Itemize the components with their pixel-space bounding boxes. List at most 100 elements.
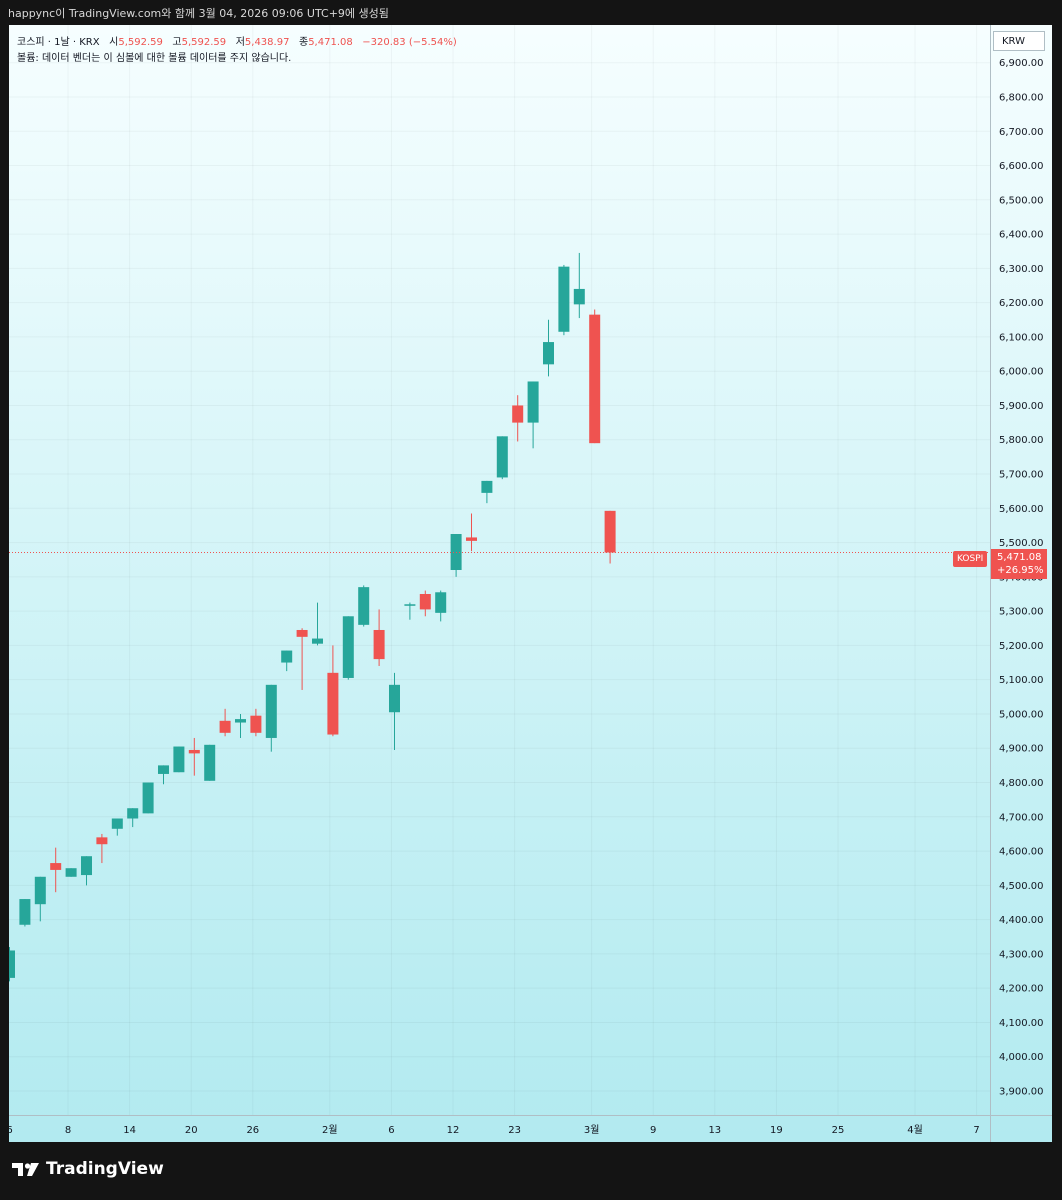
y-tick-label: 6,800.00	[999, 92, 1044, 103]
candle-body	[558, 266, 570, 332]
candle-body	[50, 863, 62, 870]
x-tick-label: 6	[388, 1125, 394, 1136]
change-value: −320.83 (−5.54%)	[362, 37, 457, 48]
y-tick-label: 6,700.00	[999, 127, 1044, 138]
candle-body	[96, 837, 108, 845]
candle-body	[265, 684, 277, 738]
y-tick-label: 4,600.00	[999, 847, 1044, 858]
y-tick-label: 4,300.00	[999, 949, 1044, 960]
x-tick-label: 26	[246, 1125, 259, 1136]
time-axis[interactable]: 26 8 14 20 26 2월 6 12 23 3월 9 13 19 25 4월 7	[9, 1124, 980, 1136]
chart-frame[interactable]: 6,900.00 6,800.00 6,700.00 6,600.00 6,500.00…	[9, 25, 1052, 1142]
top-bar: happync이 TradingView.com와 함께 3월 04, 2026…	[0, 0, 1062, 24]
candle-body	[296, 629, 308, 637]
y-tick-label: 4,100.00	[999, 1018, 1044, 1029]
y-tick-label: 6,600.00	[999, 161, 1044, 172]
symbol-name[interactable]: 코스피 · 1날 · KRX	[17, 37, 100, 48]
currency-button[interactable]: KRW	[993, 31, 1045, 51]
candles-layer	[9, 252, 616, 982]
x-tick-label: 13	[708, 1125, 721, 1136]
candle-body	[219, 720, 231, 733]
y-tick-label: 6,900.00	[999, 58, 1044, 69]
candle-body	[543, 342, 554, 365]
candle-body	[481, 480, 493, 493]
candle-body	[188, 749, 200, 754]
high-label: 고	[172, 37, 182, 48]
candle-body	[373, 629, 385, 660]
candle-body	[158, 765, 169, 774]
volume-note: 볼륨: 데이터 벤더는 이 심볼에 대한 볼륨 데이터를 주지 않습니다.	[17, 53, 292, 64]
candle-body	[65, 868, 77, 877]
candle-body	[466, 537, 477, 541]
candle-body	[173, 746, 185, 773]
candle-body	[81, 856, 92, 876]
y-tick-label: 4,200.00	[999, 984, 1044, 995]
candle-body	[235, 719, 246, 723]
x-tick-label: 12	[447, 1125, 460, 1136]
y-tick-label: 5,500.00	[999, 538, 1044, 549]
y-tick-label: 6,300.00	[999, 264, 1044, 275]
candle-body	[435, 592, 447, 613]
candle-body	[527, 381, 539, 423]
x-tick-label: 26	[9, 1125, 13, 1136]
y-tick-label: 6,100.00	[999, 332, 1044, 343]
y-tick-label: 5,700.00	[999, 470, 1044, 481]
candle-body	[404, 604, 416, 606]
y-tick-label: 6,400.00	[999, 230, 1044, 241]
last-price-value: 5,471.08	[997, 552, 1042, 563]
candle-body	[281, 650, 293, 663]
candle-body	[389, 684, 400, 713]
x-tick-label: 4월	[907, 1124, 923, 1136]
candle-body	[9, 950, 15, 978]
candle-body	[127, 808, 139, 819]
y-tick-label: 4,900.00	[999, 744, 1044, 755]
close-label: 종	[298, 37, 309, 48]
y-tick-label: 5,900.00	[999, 401, 1044, 412]
y-tick-label: 4,500.00	[999, 881, 1044, 892]
x-tick-label: 8	[65, 1125, 71, 1136]
x-tick-label: 20	[185, 1125, 198, 1136]
x-tick-label: 7	[973, 1125, 979, 1136]
y-tick-label: 6,000.00	[999, 367, 1044, 378]
candle-body	[358, 587, 370, 625]
candle-body	[589, 314, 601, 444]
bottom-bar: TradingView	[0, 1142, 1062, 1200]
candle-body	[419, 593, 431, 610]
close-value: 5,471.08	[308, 37, 353, 48]
candle-body	[573, 288, 585, 305]
candle-body	[111, 818, 123, 829]
chart-canvas[interactable]: 6,900.00 6,800.00 6,700.00 6,600.00 6,500.00…	[9, 25, 1052, 1142]
y-tick-label: 5,600.00	[999, 504, 1044, 515]
candle-body	[204, 744, 216, 781]
y-tick-label: 4,800.00	[999, 778, 1044, 789]
x-tick-label: 14	[123, 1125, 136, 1136]
x-tick-label: 19	[770, 1125, 783, 1136]
tradingview-logo-icon	[12, 1163, 39, 1176]
y-tick-label: 6,500.00	[999, 195, 1044, 206]
candle-body	[512, 405, 524, 423]
y-tick-label: 4,700.00	[999, 812, 1044, 823]
attribution-text: happync이 TradingView.com와 함께 3월 04, 2026…	[8, 7, 389, 20]
candle-body	[327, 672, 339, 735]
candle-body	[342, 616, 354, 678]
low-label: 저	[235, 37, 245, 48]
y-tick-label: 5,000.00	[999, 709, 1044, 720]
low-value: 5,438.97	[244, 37, 290, 48]
candle-body	[142, 782, 154, 814]
candle-body	[496, 436, 508, 478]
grid-layer	[9, 25, 990, 1115]
y-tick-label: 5,200.00	[999, 641, 1044, 652]
y-tick-label: 6,200.00	[999, 298, 1044, 309]
candle-body	[604, 510, 616, 553]
symbol-price-tag: KOSPI	[953, 551, 988, 567]
y-tick-label: 5,100.00	[999, 675, 1044, 686]
x-tick-label: 2월	[322, 1124, 338, 1136]
symbol-legend: 코스피 · 1날 · KRX 시5,592.59 고5,592.59 저5,43…	[17, 33, 457, 48]
tradingview-brand: TradingView	[46, 1159, 164, 1179]
candle-body	[312, 638, 323, 644]
x-tick-label: 3월	[584, 1124, 600, 1136]
tradingview-logo[interactable]: TradingView	[12, 1159, 164, 1179]
y-tick-label: 4,400.00	[999, 915, 1044, 926]
last-price-tag: 5,471.08 +26.95%	[991, 549, 1047, 579]
x-tick-label: 23	[508, 1125, 521, 1136]
